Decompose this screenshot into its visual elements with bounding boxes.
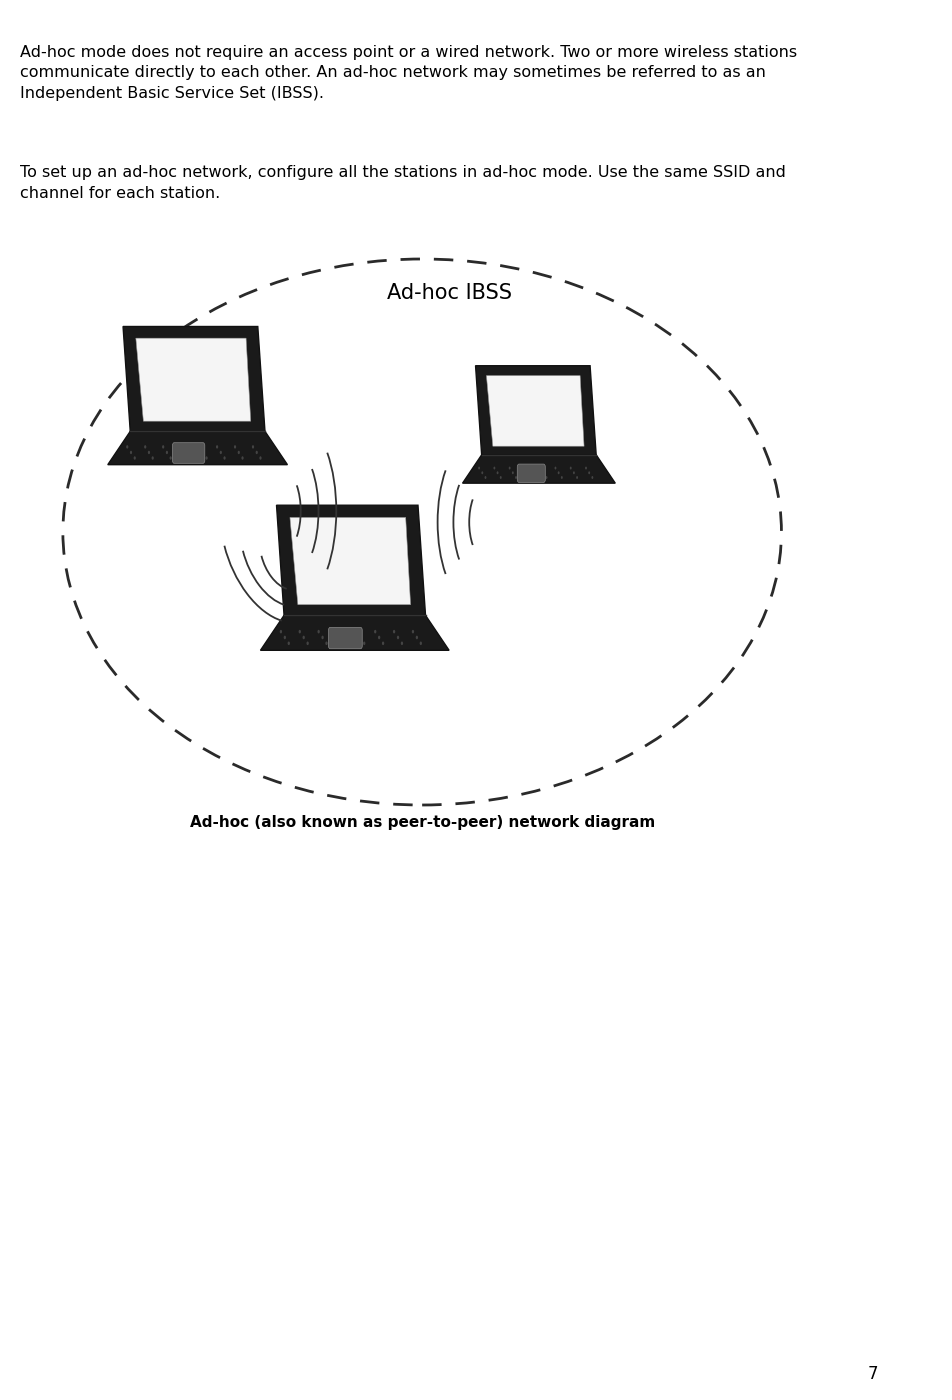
Circle shape — [284, 636, 286, 640]
FancyBboxPatch shape — [172, 442, 205, 463]
Circle shape — [378, 636, 380, 640]
Circle shape — [572, 472, 574, 475]
Circle shape — [585, 466, 586, 469]
Text: To set up an ad-hoc network, configure all the stations in ad-hoc mode. Use the : To set up an ad-hoc network, configure a… — [20, 165, 784, 200]
Circle shape — [321, 636, 324, 640]
Circle shape — [496, 472, 498, 475]
Circle shape — [484, 476, 486, 479]
Circle shape — [539, 466, 541, 469]
FancyBboxPatch shape — [328, 627, 362, 648]
Circle shape — [280, 630, 282, 633]
Circle shape — [561, 476, 563, 479]
Circle shape — [237, 451, 240, 454]
Polygon shape — [108, 431, 288, 465]
Circle shape — [587, 472, 589, 475]
Circle shape — [216, 445, 218, 448]
Circle shape — [545, 476, 546, 479]
Circle shape — [569, 466, 571, 469]
Circle shape — [220, 451, 222, 454]
Circle shape — [508, 466, 510, 469]
Circle shape — [148, 451, 149, 454]
Polygon shape — [123, 326, 265, 431]
Circle shape — [526, 472, 528, 475]
Circle shape — [524, 466, 526, 469]
Circle shape — [184, 451, 186, 454]
Text: Ad-hoc mode does not require an access point or a wired network. Two or more wir: Ad-hoc mode does not require an access p… — [20, 45, 796, 101]
Circle shape — [188, 456, 189, 459]
Circle shape — [202, 451, 204, 454]
Circle shape — [576, 476, 578, 479]
Circle shape — [169, 456, 171, 459]
Circle shape — [233, 445, 236, 448]
Circle shape — [133, 456, 136, 459]
Circle shape — [499, 476, 501, 479]
Circle shape — [317, 630, 320, 633]
Circle shape — [129, 451, 132, 454]
Circle shape — [478, 466, 480, 469]
Circle shape — [542, 472, 544, 475]
Circle shape — [411, 630, 414, 633]
Circle shape — [511, 472, 513, 475]
Circle shape — [530, 476, 531, 479]
Circle shape — [255, 451, 258, 454]
Circle shape — [151, 456, 153, 459]
Circle shape — [206, 456, 208, 459]
Circle shape — [198, 445, 200, 448]
Circle shape — [325, 641, 327, 645]
FancyBboxPatch shape — [517, 463, 545, 483]
Circle shape — [340, 636, 342, 640]
Circle shape — [144, 445, 147, 448]
Polygon shape — [475, 365, 596, 455]
Circle shape — [344, 641, 347, 645]
Circle shape — [401, 641, 403, 645]
Text: 7: 7 — [867, 1365, 878, 1383]
Circle shape — [288, 641, 289, 645]
Circle shape — [126, 445, 129, 448]
Circle shape — [493, 466, 495, 469]
Polygon shape — [486, 375, 584, 447]
Polygon shape — [260, 615, 448, 651]
Circle shape — [382, 641, 384, 645]
Circle shape — [180, 445, 182, 448]
Circle shape — [374, 630, 376, 633]
Circle shape — [241, 456, 244, 459]
Circle shape — [336, 630, 338, 633]
Circle shape — [415, 636, 418, 640]
Circle shape — [298, 630, 301, 633]
Circle shape — [363, 641, 365, 645]
Circle shape — [359, 636, 361, 640]
Circle shape — [307, 641, 308, 645]
Text: Ad-hoc (also known as peer-to-peer) network diagram: Ad-hoc (also known as peer-to-peer) netw… — [189, 815, 654, 830]
Circle shape — [162, 445, 164, 448]
Circle shape — [259, 456, 261, 459]
Circle shape — [166, 451, 168, 454]
Polygon shape — [462, 455, 615, 483]
Circle shape — [419, 641, 422, 645]
Circle shape — [302, 636, 305, 640]
Circle shape — [481, 472, 483, 475]
Polygon shape — [289, 518, 410, 605]
Polygon shape — [136, 339, 250, 421]
Circle shape — [514, 476, 516, 479]
Circle shape — [557, 472, 559, 475]
Circle shape — [554, 466, 556, 469]
Polygon shape — [276, 505, 426, 615]
Circle shape — [396, 636, 399, 640]
Text: Ad-hoc IBSS: Ad-hoc IBSS — [387, 283, 511, 302]
Circle shape — [251, 445, 254, 448]
Circle shape — [355, 630, 357, 633]
Circle shape — [392, 630, 395, 633]
Circle shape — [223, 456, 226, 459]
Circle shape — [591, 476, 593, 479]
